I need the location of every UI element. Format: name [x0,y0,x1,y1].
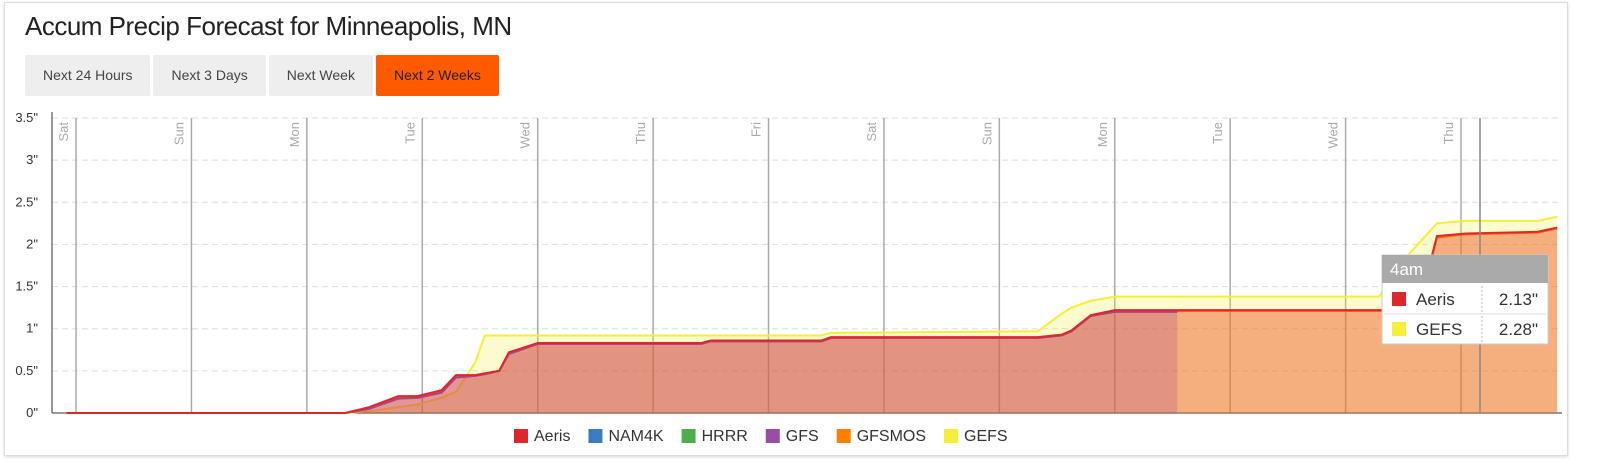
tooltip-value: 2.28" [1499,320,1538,339]
tooltip-series: Aeris [1416,290,1455,309]
x-tick-label: Sun [171,122,186,145]
legend: Aeris NAM4K HRRR GFS GFSMOS GEFS [514,428,1008,445]
chart-card: Accum Precip Forecast for Minneapolis, M… [4,2,1568,456]
tooltip-swatch [1392,322,1406,336]
x-tick-label: Thu [633,122,648,144]
range-tabs: Next 24 Hours Next 3 Days Next Week Next 2 … [25,55,499,96]
legend-swatch [836,429,851,443]
legend-swatch [514,429,528,443]
legend-swatch [588,429,603,443]
tooltip-row: GEFS 2.28" [1384,313,1546,342]
series-area [66,228,1558,413]
tooltip-series: GEFS [1416,320,1462,339]
chart-title: Accum Precip Forecast for Minneapolis, M… [25,11,512,41]
series-area [66,311,1178,413]
x-tick-label: Wed [518,122,533,149]
legend-swatch [944,429,959,443]
y-tick-label: 3" [26,152,38,167]
x-tick-label: Sun [979,122,994,145]
tooltip-value: 2.13" [1499,290,1538,309]
tooltip: 4am Aeris 2.13" GEFS 2.28" [1381,254,1549,345]
x-tick-label: Sat [864,122,879,142]
y-tick-label: 2" [26,236,38,251]
legend-label: Aeris [534,428,570,445]
legend-label: GFSMOS [857,428,926,445]
range-tab[interactable]: Next 2 Weeks [375,55,499,96]
tooltip-swatch [1392,292,1406,306]
legend-label: NAM4K [608,428,663,445]
x-tick-label: Tue [402,122,417,144]
range-tab[interactable]: Next 3 Days [153,55,266,96]
y-tick-label: 0" [26,405,38,420]
y-tick-label: 1.5" [15,279,38,294]
range-tab[interactable]: Next 24 Hours [25,55,151,96]
legend-swatch [765,429,780,443]
x-tick-label: Thu [1441,122,1456,144]
legend-label: HRRR [702,428,748,445]
tooltip-row: Aeris 2.13" [1392,286,1538,312]
y-tick-label: 1" [26,321,38,336]
range-tab[interactable]: Next Week [268,55,373,96]
x-tick-label: Wed [1326,122,1341,149]
x-tick-label: Mon [287,122,302,147]
series-area [66,227,1558,413]
x-tick-label: Mon [1095,122,1110,147]
y-tick-label: 0.5" [15,363,38,378]
y-tick-label: 2.5" [15,194,38,209]
legend-label: GEFS [964,428,1008,445]
x-tick-label: Tue [1210,122,1225,144]
series-area [66,216,1558,413]
tooltip-title: 4am [1390,260,1423,279]
x-tick-label: Fri [749,122,764,137]
tooltip-header [1382,255,1548,283]
legend-label: GFS [786,428,819,445]
x-tick-label: Sat [56,122,71,142]
legend-swatch [681,429,696,443]
y-tick-label: 3.5" [15,110,38,125]
